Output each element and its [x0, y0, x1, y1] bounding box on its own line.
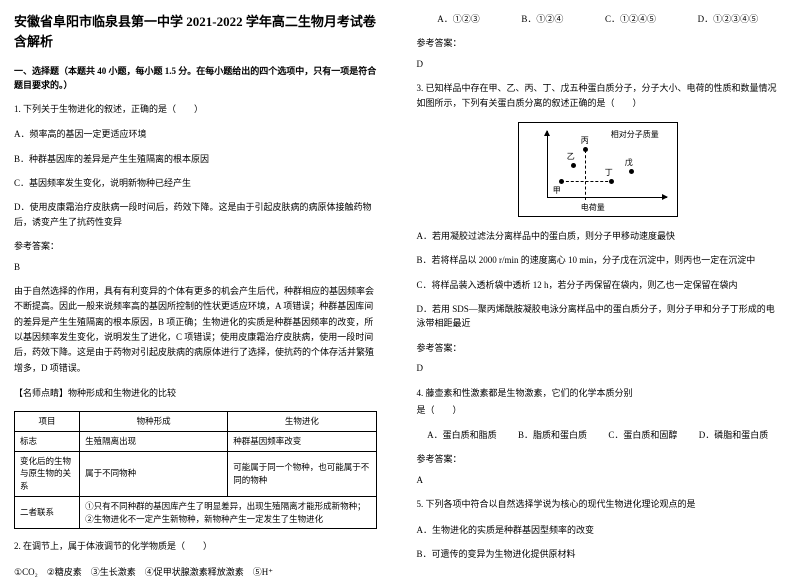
table-cell: 种群基因频率改变 [228, 431, 376, 451]
q3-stem: 3. 已知样品中存在甲、乙、丙、丁、戊五种蛋白质分子，分子大小、电荷的性质和数量… [417, 81, 780, 112]
q5-option-b: B．可遗传的变异为生物进化提供原材料 [417, 547, 780, 561]
table-header-3: 生物进化 [228, 412, 376, 432]
chart-label-jia: 甲 [553, 185, 561, 196]
table-cell: 标志 [15, 431, 80, 451]
q1-option-b: B．种群基因库的差异是产生生殖隔离的根本原因 [14, 152, 377, 166]
section-1-heading: 一、选择题（本题共 40 小题，每小题 1.5 分。在每小题给出的四个选项中，只… [14, 65, 377, 92]
chart-point-wu [629, 169, 634, 174]
q1-option-d: D．使用皮康霜治疗皮肤病一段时间后，药效下降。这是由于引起皮肤病的病原体接触药物… [14, 200, 377, 229]
q3-option-b: B．若将样品以 2000 r/min 的速度离心 10 min，分子戊在沉淀中，… [417, 253, 780, 267]
left-column: 安徽省阜阳市临泉县第一中学 2021-2022 学年高二生物月考试卷含解析 一、… [0, 0, 397, 561]
q1-stem: 1. 下列关于生物进化的叙述，正确的是（ ） [14, 102, 377, 117]
table-cell: 属于不同物种 [80, 451, 228, 496]
q1-option-c: C．基因频率发生变化，说明新物种已经产生 [14, 176, 377, 190]
q2-choice-b: B．①②④ [521, 12, 563, 26]
chart-y-label: 相对分子质量 [611, 129, 659, 140]
q3-option-d: D．若用 SDS—聚丙烯酰胺凝胶电泳分离样品中的蛋白质分子，则分子甲和分子丁形成… [417, 302, 780, 331]
q3-answer-value: D [417, 361, 780, 375]
q2-choice-d: D．①②③④⑤ [698, 12, 759, 26]
chart-label-yi: 乙 [567, 151, 575, 162]
q1-option-a: A．频率高的基因一定更适应环境 [14, 127, 377, 141]
q4-choice-c: C．蛋白质和固醇 [608, 428, 677, 442]
right-column: A．①②③ B．①②④ C．①②④⑤ D．①②③④⑤ 参考答案： D 3. 已知… [397, 0, 793, 561]
table-cell: 生殖隔离出现 [80, 431, 228, 451]
table-header-2: 物种形成 [80, 412, 228, 432]
q1-answer-label: 参考答案： [14, 239, 377, 253]
table-row: 标志 生殖隔离出现 种群基因频率改变 [15, 431, 377, 451]
chart-label-bing: 丙 [581, 135, 589, 146]
chart-dashed-v [585, 150, 586, 200]
q4-stem-sub: 是（ ） [417, 403, 780, 418]
q4-choice-a: A．蛋白质和脂质 [427, 428, 497, 442]
q5-stem: 5. 下列各项中符合以自然选择学说为核心的现代生物进化理论观点的是 [417, 497, 780, 512]
q2-answer-label: 参考答案： [417, 36, 780, 50]
chart-y-axis [547, 131, 548, 198]
q4-choice-b: B．脂质和蛋白质 [518, 428, 587, 442]
chart-label-wu: 戊 [625, 157, 633, 168]
table-cell: 可能属于同一个物种，也可能属于不同的物种 [228, 451, 376, 496]
q2-choice-a: A．①②③ [437, 12, 480, 26]
q3-option-c: C．将样品装入透析袋中透析 12 h，若分子丙保留在袋内，则乙也一定保留在袋内 [417, 278, 780, 292]
table-row: 变化后的生物与原生物的关系 属于不同物种 可能属于同一个物种，也可能属于不同的物… [15, 451, 377, 496]
q1-answer-value: B [14, 260, 377, 274]
table-header-1: 项目 [15, 412, 80, 432]
q2-stem: 2. 在调节上，属于体液调节的化学物质是（ ） [14, 539, 377, 554]
protein-chart: 相对分子质量 电荷量 甲 乙 丙 丁 戊 [518, 122, 678, 217]
q4-answer-value: A [417, 473, 780, 487]
q2-options-line: ①CO₂ ②糖皮素 ③生长激素 ④促甲状腺激素释放激素 ⑤H⁺ [14, 565, 377, 580]
comparison-table: 项目 物种形成 生物进化 标志 生殖隔离出现 种群基因频率改变 变化后的生物与原… [14, 411, 377, 529]
q2-answer-value: D [417, 57, 780, 71]
q4-answer-label: 参考答案： [417, 452, 780, 466]
table-cell: 变化后的生物与原生物的关系 [15, 451, 80, 496]
chart-inner: 相对分子质量 电荷量 甲 乙 丙 丁 戊 [519, 123, 677, 216]
chart-x-label: 电荷量 [581, 202, 605, 213]
q4-stem: 4. 藤壶素和性激素都是生物激素，它们的化学本质分别 [417, 386, 780, 401]
chart-dashed-h [561, 181, 613, 182]
q5-option-a: A．生物进化的实质是种群基因型频率的改变 [417, 523, 780, 537]
table-cell: 二者联系 [15, 496, 80, 529]
q4-choice-d: D．磷脂和蛋白质 [699, 428, 769, 442]
chart-x-axis [547, 197, 667, 198]
table-cell-merged: ①只有不同种群的基因库产生了明显差异，出现生殖隔离才能形成新物种；②生物进化不一… [80, 496, 376, 529]
q1-explanation-1: 由于自然选择的作用，具有有利变异的个体有更多的机会产生后代，种群相应的基因频率会… [14, 284, 377, 376]
exam-title: 安徽省阜阳市临泉县第一中学 2021-2022 学年高二生物月考试卷含解析 [14, 12, 377, 51]
q2-choice-c: C．①②④⑤ [605, 12, 656, 26]
q3-answer-label: 参考答案： [417, 341, 780, 355]
q2-choice-row: A．①②③ B．①②④ C．①②④⑤ D．①②③④⑤ [417, 12, 780, 26]
q3-option-a: A．若用凝胶过滤法分离样品中的蛋白质，则分子甲移动速度最快 [417, 229, 780, 243]
q4-choice-row: A．蛋白质和脂质 B．脂质和蛋白质 C．蛋白质和固醇 D．磷脂和蛋白质 [417, 428, 780, 442]
chart-point-yi [571, 163, 576, 168]
q1-explanation-2: 【名师点睛】物种形成和生物进化的比较 [14, 386, 377, 401]
table-header-row: 项目 物种形成 生物进化 [15, 412, 377, 432]
table-row: 二者联系 ①只有不同种群的基因库产生了明显差异，出现生殖隔离才能形成新物种；②生… [15, 496, 377, 529]
chart-label-ding: 丁 [605, 167, 613, 178]
